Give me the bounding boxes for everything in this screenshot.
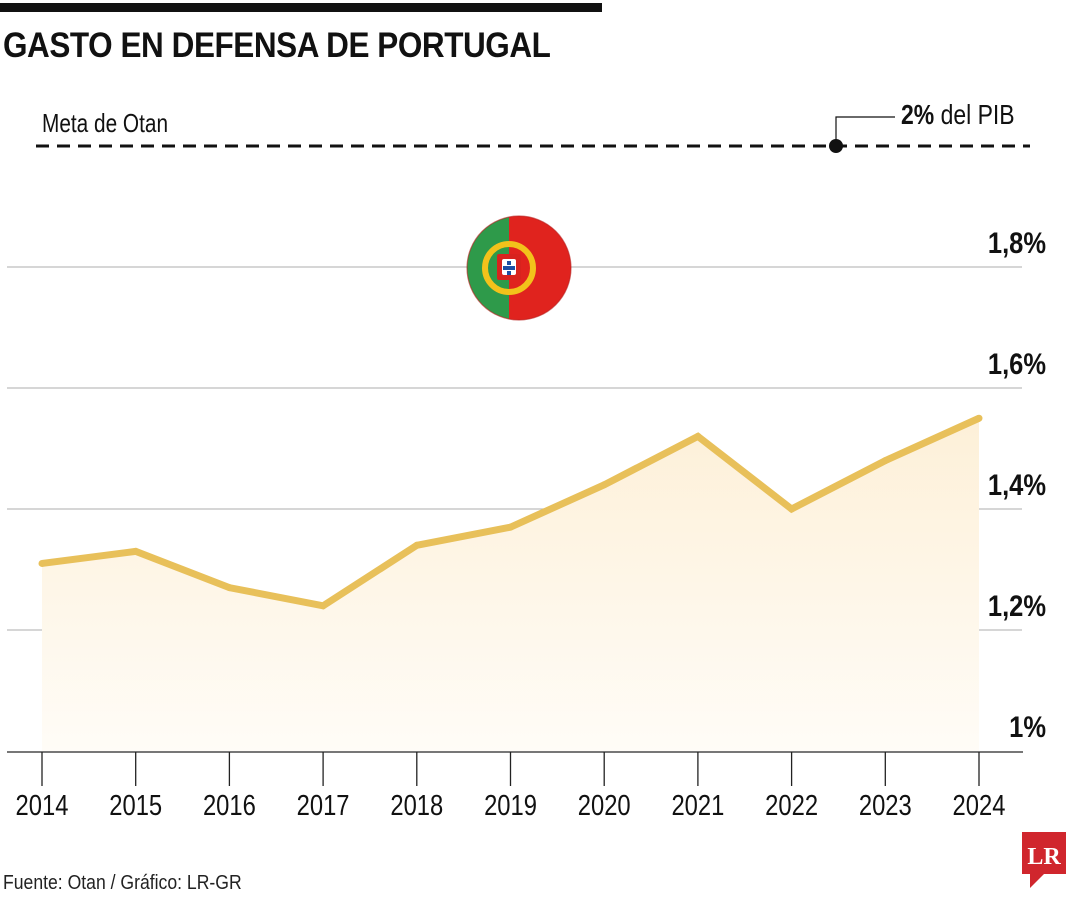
lr-logo: LR [1022, 832, 1066, 888]
y-tick-label: 1,2% [988, 589, 1046, 622]
data-point [38, 559, 46, 567]
goal-annotation: 2% del PIB [901, 99, 1015, 131]
goal-value: 2% [901, 99, 935, 130]
data-point [413, 541, 421, 549]
chart-title: GASTO EN DEFENSA DE PORTUGAL [3, 26, 551, 65]
x-tick-label: 2017 [297, 789, 350, 822]
x-tick-label: 2015 [109, 789, 162, 822]
x-tick-label: 2020 [578, 789, 631, 822]
data-point [225, 584, 233, 592]
data-point [507, 523, 514, 531]
portugal-flag-icon [466, 215, 572, 321]
data-point [788, 505, 796, 513]
x-axis: 2014 2015 2016 2017 2018 2019 2020 2021 2022 2023… [7, 751, 1023, 822]
data-point [975, 414, 983, 422]
x-tick-label: 2023 [859, 789, 912, 822]
nato-goal-label: Meta de Otan [42, 108, 169, 138]
goal-leader-line [835, 116, 895, 146]
y-tick-label: 1% [1009, 710, 1046, 743]
y-tick-label: 1,8% [988, 226, 1046, 259]
source-note: Fuente: Otan / Gráfico: LR-GR [3, 872, 242, 894]
data-point [881, 457, 889, 465]
x-tick-label: 2024 [953, 789, 1006, 822]
goal-unit: del PIB [934, 99, 1015, 130]
svg-text:LR: LR [1027, 844, 1061, 870]
goal-marker [829, 139, 843, 153]
x-tick-label: 2022 [765, 789, 818, 822]
data-point [600, 481, 608, 489]
y-axis-ticks: 1% 1,2% 1,4% 1,6% 1,8% [988, 226, 1046, 743]
y-tick-label: 1,4% [988, 468, 1046, 501]
nato-goal-line [36, 116, 1030, 153]
x-tick-label: 2014 [16, 789, 69, 822]
area-fill [42, 418, 979, 751]
x-tick-label: 2016 [203, 789, 256, 822]
data-points [38, 414, 983, 610]
x-tick-label: 2018 [390, 789, 443, 822]
y-tick-label: 1,6% [988, 347, 1046, 380]
data-point [319, 602, 327, 610]
title-rule [0, 3, 602, 12]
x-tick-label: 2019 [484, 789, 537, 822]
data-point [132, 547, 140, 555]
data-point [694, 432, 702, 440]
x-tick-label: 2021 [671, 789, 724, 822]
